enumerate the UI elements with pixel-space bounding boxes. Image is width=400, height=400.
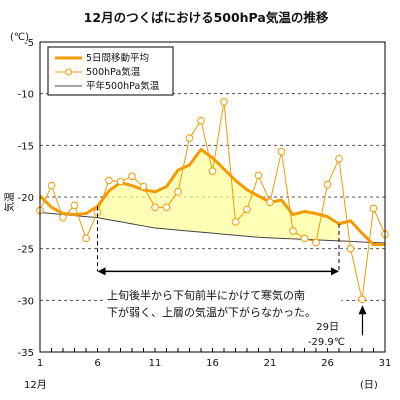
annotation-line-1: 上旬後半から下旬前半にかけて寒気の南 (107, 288, 305, 302)
temperature-point (323, 180, 332, 189)
temperature-point (47, 181, 56, 190)
x-tick-label: 16 (206, 358, 219, 369)
temperature-point (59, 213, 67, 222)
axis-ticks: -5-10-15-20-25-30-351 6 11 16 21 26 31 (18, 38, 392, 369)
legend-label-moving-average: 5日間移動平均 (86, 52, 149, 64)
x-tick-label: 11 (149, 358, 162, 369)
y-axis-label: 気温 (3, 192, 16, 212)
temperature-point (254, 171, 263, 180)
y-tick-label: -15 (18, 141, 34, 152)
temperature-point (346, 244, 355, 253)
minimum-arrowhead (358, 305, 367, 315)
temperature-point (220, 98, 228, 106)
temperature-point (266, 198, 274, 206)
temperature-point (82, 234, 90, 243)
temperature-point (231, 218, 240, 226)
x-tick-label: 6 (94, 358, 100, 369)
normal-temperature-line (39, 212, 386, 244)
y-tick-label: -20 (18, 193, 34, 204)
minimum-day-label: 29日 (316, 322, 339, 333)
temperature-point (174, 188, 182, 196)
temperature-point (335, 154, 343, 163)
temperature-point (277, 147, 286, 156)
y-unit-label: (℃) (10, 32, 29, 43)
x-tick-label: 26 (321, 358, 334, 369)
temperature-point (312, 238, 320, 247)
temperature-point (162, 203, 171, 212)
temperature-point (369, 204, 378, 213)
legend: 5日間移動平均 500hPa気温 平年500hPa気温 (47, 46, 174, 96)
temperature-point (208, 167, 217, 175)
x-month-label: 12月 (24, 379, 47, 391)
plot-frame (39, 41, 386, 353)
y-tick-label: -25 (18, 245, 34, 256)
temperature-point (116, 177, 125, 186)
range-arrowhead-right (331, 267, 339, 276)
temperature-point (300, 234, 309, 243)
legend-label-temperature: 500hPa気温 (86, 66, 141, 78)
temperature-point (151, 203, 159, 212)
temperature-point (139, 182, 148, 191)
x-tick-label: 1 (37, 358, 43, 369)
chart-title: 12月のつくばにおける500hPa気温の推移 (84, 10, 329, 25)
temperature-point (128, 172, 136, 181)
temperature-point (105, 176, 113, 185)
series-points (36, 98, 389, 304)
legend-label-normal: 平年500hPa気温 (86, 80, 160, 92)
temperature-point (289, 227, 297, 235)
range-arrowhead-left (97, 267, 106, 276)
annotation-line-2: 下が弱く、上層の気温が下がらなかった。 (107, 305, 316, 319)
warm-anomaly-fill (97, 149, 339, 241)
minimum-value-label: -29.9℃ (308, 337, 345, 348)
y-tick-label: -35 (18, 348, 34, 359)
y-tick-label: -30 (18, 296, 34, 307)
temperature-point (185, 134, 194, 142)
annotation-box (105, 285, 341, 320)
x-unit-label: (日) (360, 380, 378, 391)
legend-swatch-temperature-marker (65, 68, 72, 76)
temperature-point (358, 295, 366, 304)
annotation: 上旬後半から下旬前半にかけて寒気の南 下が弱く、上層の気温が下がらなかった。 2… (97, 206, 367, 348)
y-tick-label: -10 (18, 90, 34, 101)
x-tick-label: 31 (379, 358, 392, 369)
y-tick-label: -5 (24, 38, 34, 49)
x-tick-label: 21 (264, 358, 277, 369)
temperature-point (243, 205, 251, 214)
temperature-point (70, 201, 79, 210)
temperature-point (197, 116, 205, 125)
